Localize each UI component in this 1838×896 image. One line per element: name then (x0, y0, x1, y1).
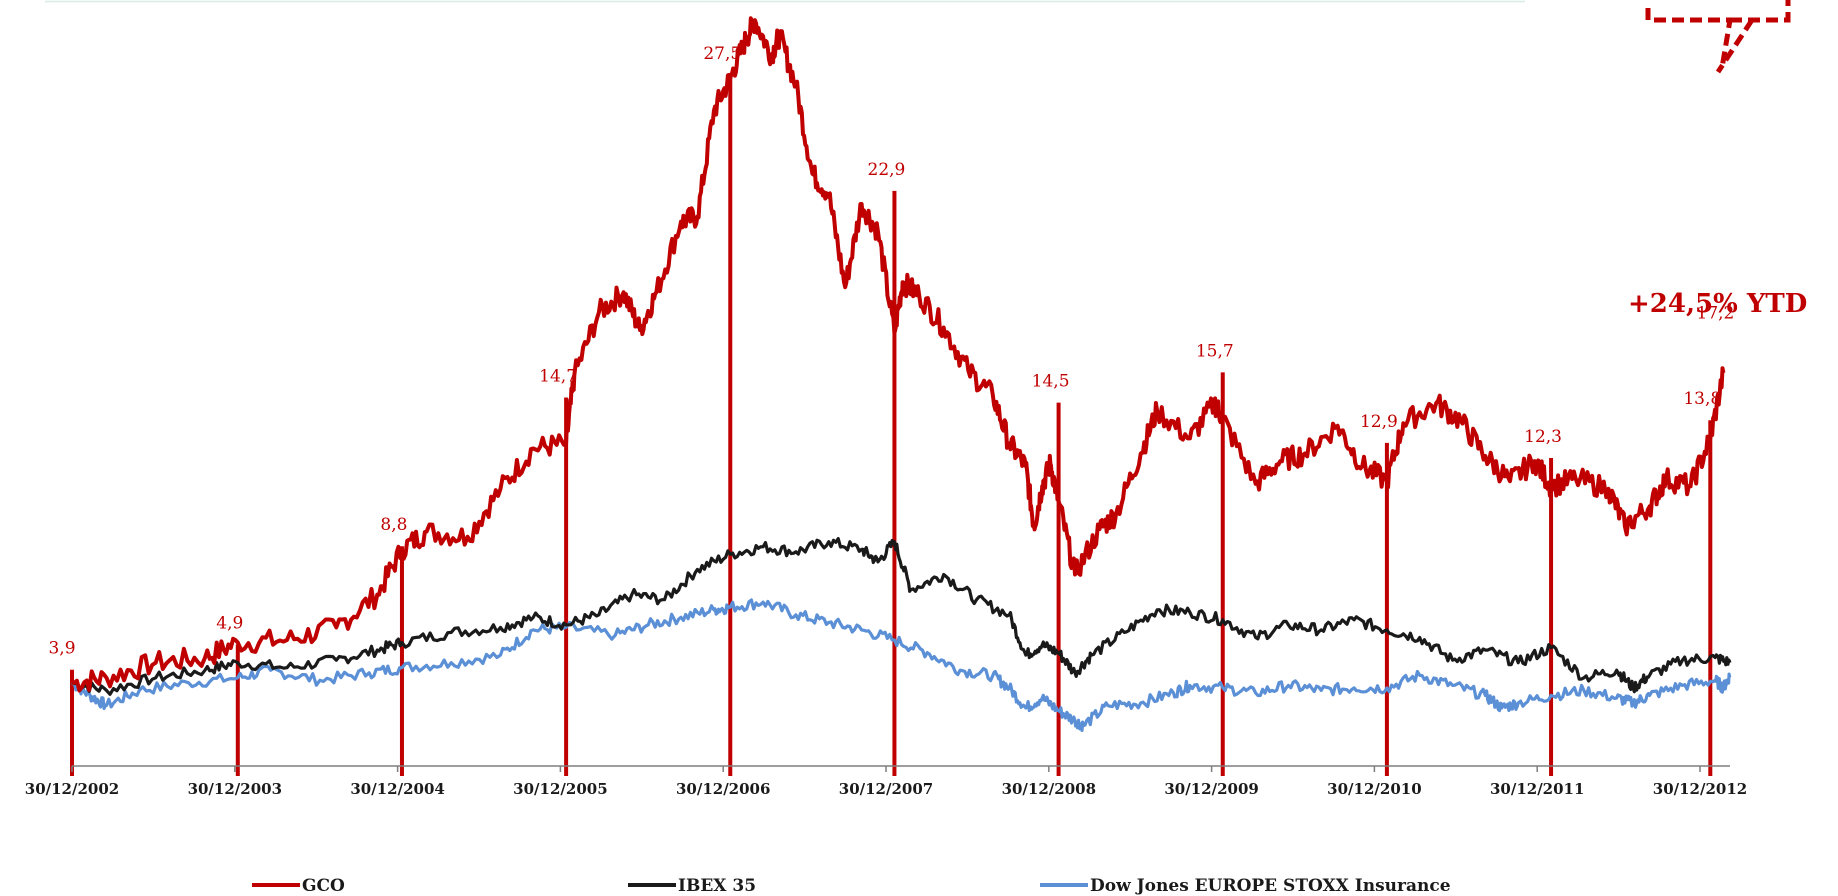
legend: GCO IBEX 35 Dow Jones EUROPE STOXX Insuran… (252, 876, 1451, 896)
x-tick-label: 30/12/2003 (188, 780, 282, 798)
series-line-ibex-35 (71, 537, 1732, 696)
value-drop-lines (70, 75, 1713, 776)
x-tick-label: 30/12/2008 (1002, 780, 1096, 798)
legend-label-ibex-35: IBEX 35 (678, 876, 756, 896)
value-label-1: 3,9 (48, 639, 75, 659)
value-label-6: 22,9 (868, 160, 906, 180)
value-label-4: 14,7 (539, 367, 577, 387)
value-label-5: 27,5 (703, 44, 741, 64)
x-tick-label: 30/12/2002 (25, 780, 119, 798)
value-label-12: 17,2 (1697, 304, 1735, 324)
ytd-annotation: +24,5% YTD (1628, 289, 1807, 319)
value-label-7: 14,5 (1032, 372, 1070, 392)
value-label-10: 12,3 (1524, 427, 1562, 447)
series-lines (71, 16, 1732, 732)
x-tick-label: 30/12/2012 (1653, 780, 1747, 798)
x-tick-label: 30/12/2004 (350, 780, 444, 798)
x-tick-label: 30/12/2010 (1327, 780, 1421, 798)
series-line-gco (71, 16, 1726, 693)
x-tick-label: 30/12/2006 (676, 780, 770, 798)
callout-shape (1645, 0, 1791, 74)
value-label-9: 12,9 (1360, 412, 1398, 432)
x-tick-label: 30/12/2005 (513, 780, 607, 798)
x-tick-label: 30/12/2007 (839, 780, 933, 798)
legend-label-gco: GCO (302, 876, 345, 896)
series-line-dow-jones-europe-stoxx-insurance (71, 598, 1732, 732)
value-label-8: 15,7 (1196, 341, 1234, 361)
value-label-3: 8,8 (380, 515, 407, 535)
value-label-2: 4,9 (216, 614, 243, 634)
value-label-11: 13,8 (1683, 389, 1721, 409)
legend-label-dow-jones-europe-stoxx-insurance: Dow Jones EUROPE STOXX Insurance (1090, 876, 1451, 896)
x-tick-label: 30/12/2011 (1490, 780, 1584, 798)
x-tick-label: 30/12/2009 (1164, 780, 1258, 798)
value-labels: 3,9 4,9 8,8 14,7 27,5 22,9 14,5 15,7 12,9 12,3 13,… (48, 44, 1734, 659)
x-axis-ticks: 30/12/2002 30/12/2003 30/12/2004 30/12/2005… (25, 766, 1747, 798)
